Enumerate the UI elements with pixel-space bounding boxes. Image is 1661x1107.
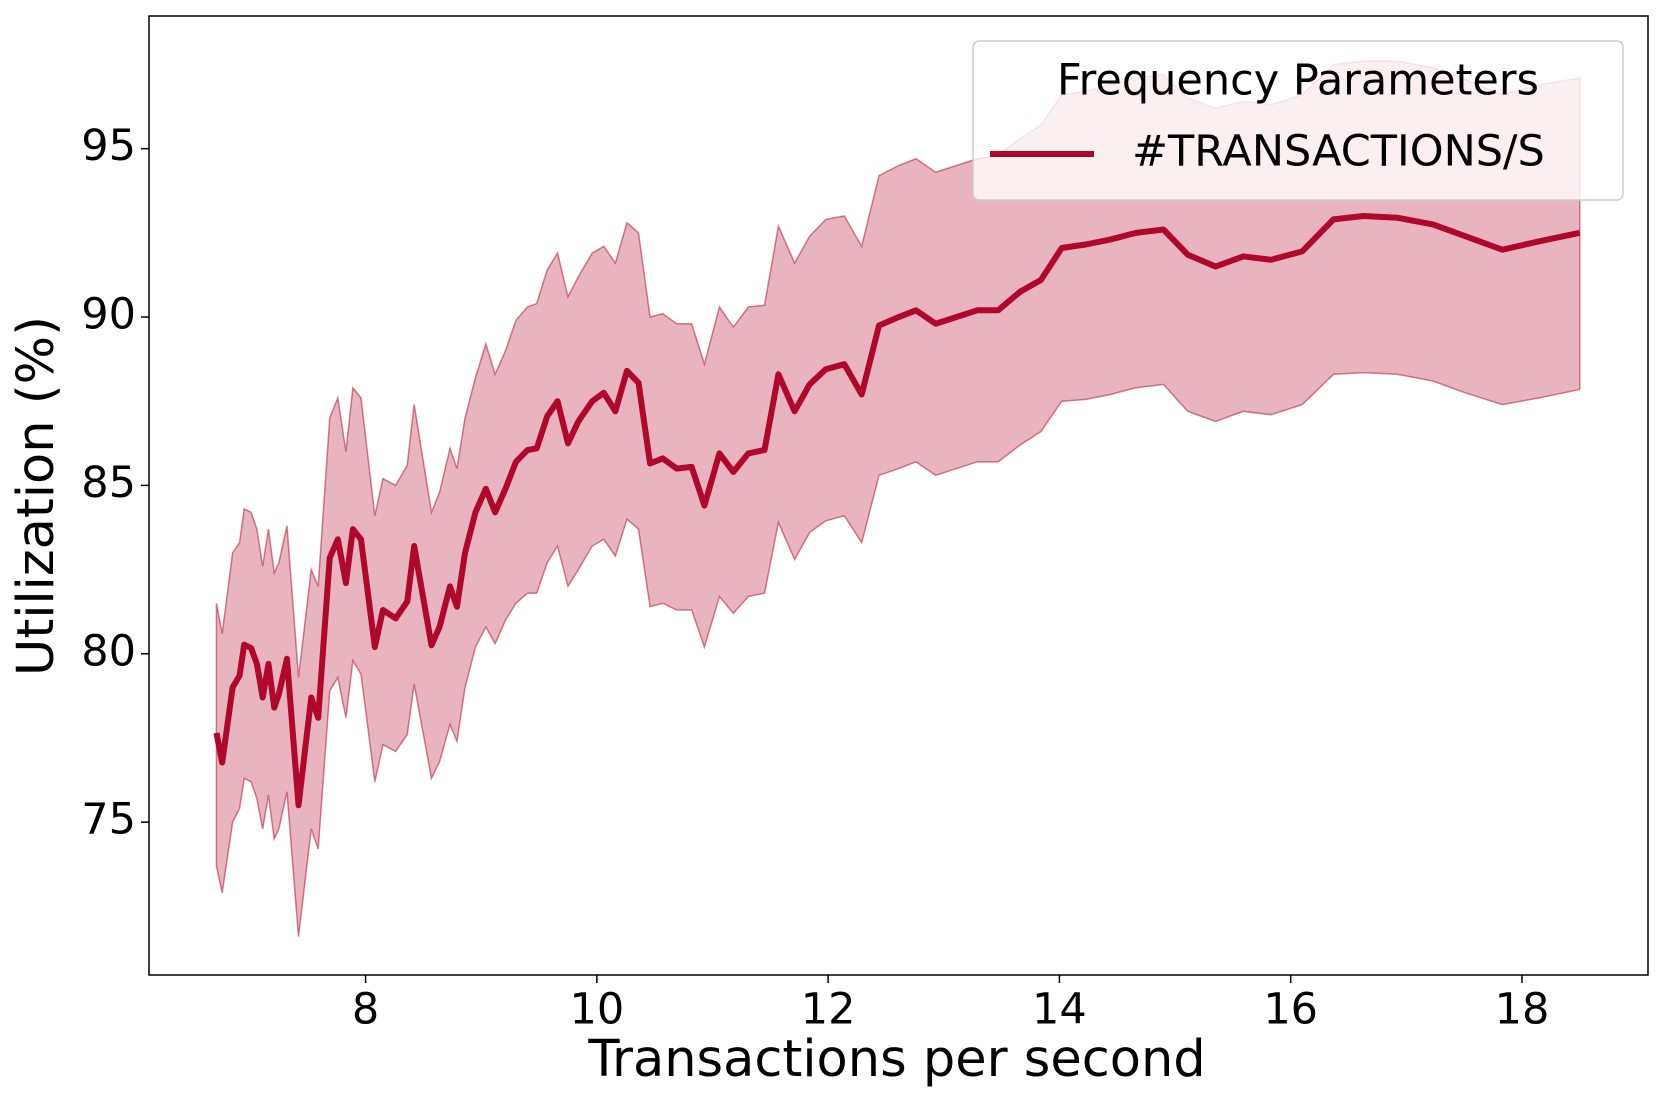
x-tick-label: 16 [1263, 985, 1318, 1035]
x-tick-label: 8 [352, 985, 379, 1035]
legend-box [972, 40, 1624, 201]
y-tick-label: 90 [81, 290, 136, 340]
y-axis-label: Utilization (%) [7, 316, 66, 676]
x-tick-label: 10 [570, 985, 625, 1035]
legend: Frequency Parameters #TRANSACTIONS/S [972, 40, 1624, 201]
x-tick-label: 18 [1495, 985, 1550, 1035]
y-tick-label: 95 [81, 121, 136, 171]
line [213, 213, 1581, 809]
x-tick-label: 14 [1032, 985, 1087, 1035]
x-axis-label: Transactions per second [587, 1030, 1205, 1089]
plot-frame [148, 15, 1649, 976]
y-tick-label: 80 [81, 626, 136, 676]
confidence-band [215, 60, 1581, 937]
y-tick-label: 75 [81, 795, 136, 845]
x-tick-label: 12 [801, 985, 856, 1035]
legend-label: #TRANSACTIONS/S [1132, 127, 1545, 177]
y-tick-label: 85 [81, 458, 136, 508]
plot-area [213, 60, 1581, 937]
legend-title: Frequency Parameters [1057, 56, 1539, 106]
